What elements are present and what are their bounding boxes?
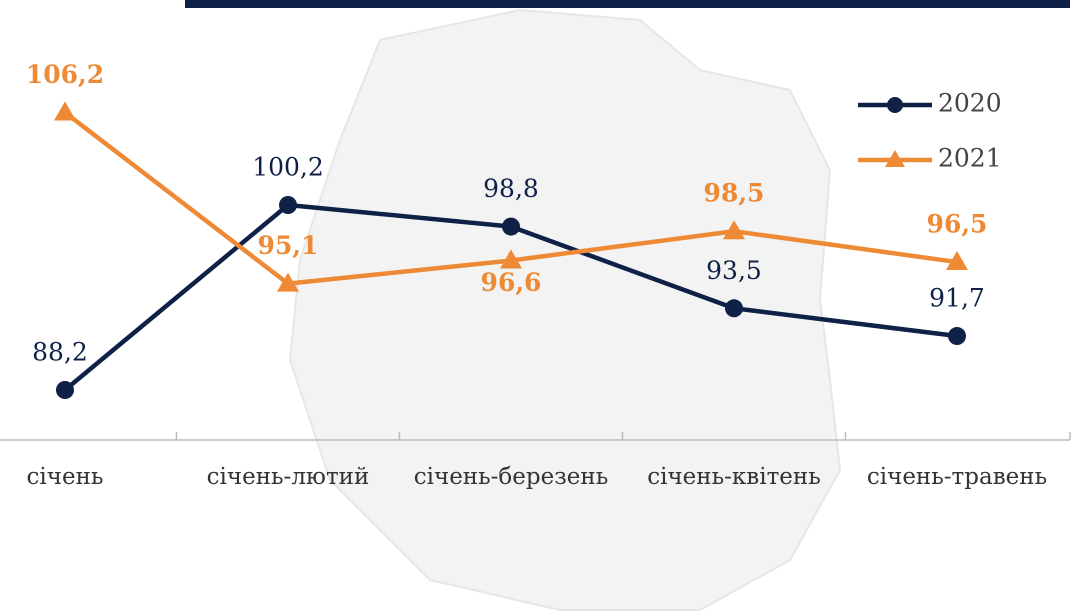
- marker: [56, 381, 74, 399]
- legend-label: 2020: [938, 89, 1002, 118]
- data-label: 106,2: [26, 60, 104, 89]
- marker: [725, 299, 743, 318]
- data-label: 100,2: [252, 153, 324, 182]
- x-tick-label: січень-травень: [867, 464, 1047, 490]
- data-label: 91,7: [929, 284, 985, 313]
- x-tick-label: січень-квітень: [647, 464, 821, 490]
- data-label: 98,8: [483, 174, 539, 203]
- marker: [502, 217, 520, 236]
- marker: [723, 220, 745, 240]
- marker: [277, 272, 299, 292]
- data-label: 96,5: [927, 210, 988, 239]
- legend-label: 2021: [938, 144, 1002, 173]
- marker: [948, 327, 966, 346]
- data-label: 95,1: [258, 231, 319, 260]
- data-label: 93,5: [706, 256, 762, 285]
- marker: [54, 101, 76, 121]
- data-label: 88,2: [32, 338, 88, 367]
- data-label: 96,6: [481, 268, 542, 297]
- marker: [279, 196, 297, 214]
- x-tick-label: січень-березень: [414, 464, 608, 490]
- marker: [946, 251, 968, 271]
- legend-marker: [885, 150, 905, 167]
- legend-marker: [887, 97, 903, 113]
- x-tick-label: січень: [27, 464, 104, 490]
- background-map: [288, 8, 842, 611]
- marker: [500, 249, 522, 269]
- x-tick-label: січень-лютий: [207, 464, 370, 490]
- data-label: 98,5: [704, 179, 765, 208]
- header-bar: [185, 0, 1070, 8]
